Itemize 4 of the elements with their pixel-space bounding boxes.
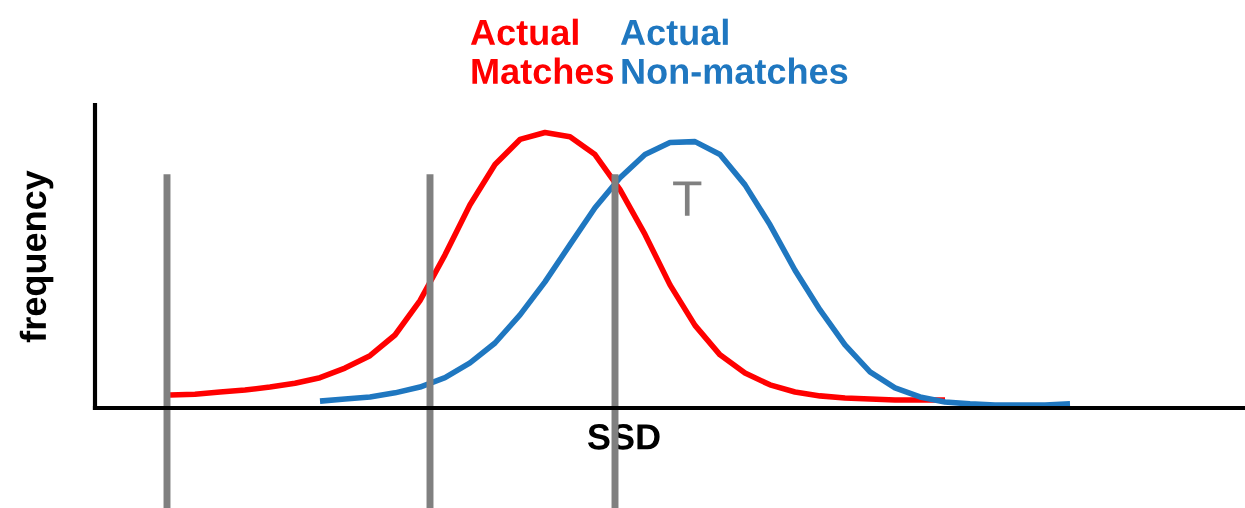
- annotation: T: [673, 181, 702, 216]
- y-axis-title: frequency: [19, 170, 54, 343]
- text: Actual Non-matches: [620, 18, 848, 85]
- series-label: Actual Matches: [470, 18, 614, 85]
